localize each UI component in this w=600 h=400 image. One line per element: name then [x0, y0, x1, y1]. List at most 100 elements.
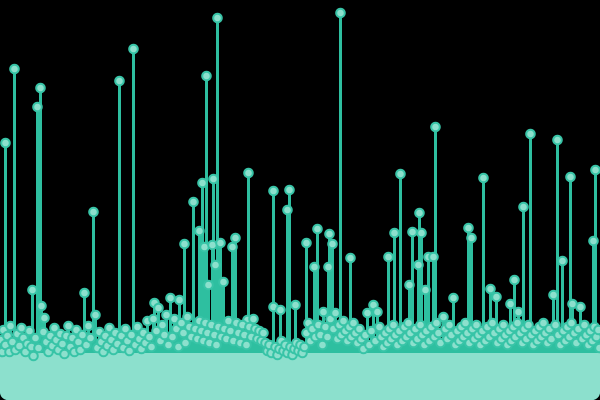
stem-marker — [165, 292, 176, 304]
stem-marker — [32, 101, 43, 113]
stem-marker — [389, 227, 400, 239]
stem-marker — [132, 321, 143, 333]
stem-marker — [317, 339, 328, 351]
stem-marker — [85, 332, 96, 344]
stem-marker — [404, 279, 415, 291]
stem-marker — [593, 324, 600, 336]
stem-marker — [438, 311, 449, 323]
stem-marker — [182, 311, 193, 323]
stem-marker — [9, 63, 20, 75]
stem-marker — [557, 255, 568, 267]
stem-marker — [167, 331, 178, 343]
stem-marker — [258, 327, 269, 339]
stem-marker — [430, 121, 441, 133]
stem-marker — [282, 204, 293, 216]
stem-marker — [126, 329, 137, 341]
stem-marker — [324, 228, 335, 240]
stem-marker — [39, 312, 50, 324]
stem-marker — [153, 302, 164, 314]
stem-marker — [144, 331, 155, 343]
stem-marker — [345, 252, 356, 264]
stem-marker — [28, 350, 39, 362]
stem-marker — [513, 306, 524, 318]
stem-marker — [36, 300, 47, 312]
stem-marker — [30, 332, 41, 344]
baseline-band — [0, 353, 600, 400]
stem-marker — [230, 232, 241, 244]
stem-marker — [414, 207, 425, 219]
stem-marker — [212, 12, 223, 24]
stem-marker — [416, 227, 427, 239]
stem-marker — [431, 317, 442, 329]
stem-marker — [243, 167, 254, 179]
stem-marker — [275, 304, 286, 316]
stem-marker — [550, 319, 561, 331]
stem-marker — [148, 313, 159, 325]
stem-marker — [498, 319, 509, 331]
stem-marker — [88, 206, 99, 218]
stem-marker — [565, 171, 576, 183]
stem-marker — [552, 134, 563, 146]
stem-marker — [128, 43, 139, 55]
stem-marker — [388, 319, 399, 331]
stem-marker — [248, 313, 259, 325]
stem-marker — [179, 238, 190, 250]
stem-marker — [594, 342, 600, 354]
stem-marker — [518, 201, 529, 213]
stem-marker — [268, 185, 279, 197]
stem-marker — [124, 345, 135, 357]
stem-marker — [318, 306, 329, 318]
stem-marker — [188, 196, 199, 208]
stem-marker — [299, 341, 310, 353]
stem-marker — [63, 320, 74, 332]
stem-marker — [0, 137, 11, 149]
stem-marker — [525, 128, 536, 140]
stem-marker — [24, 325, 35, 337]
stem-marker — [114, 75, 125, 87]
stem-marker — [415, 319, 426, 331]
stem-marker — [374, 321, 385, 333]
stem-marker — [548, 289, 559, 301]
stem-marker — [194, 225, 205, 237]
stem-marker — [5, 320, 16, 332]
stem-marker — [197, 177, 208, 189]
stem-marker — [227, 241, 238, 253]
stem-marker — [309, 261, 320, 273]
stem-marker — [176, 317, 187, 329]
stem-marker — [180, 337, 191, 349]
stem-marker — [211, 339, 222, 351]
stem-marker — [487, 317, 498, 329]
stem-marker — [471, 319, 482, 331]
stem-marker — [372, 306, 383, 318]
stem-marker — [579, 319, 590, 331]
stem-marker — [538, 317, 549, 329]
stem-marker — [312, 223, 323, 235]
stem-marker — [403, 317, 414, 329]
stem-marker — [178, 327, 189, 339]
stem-marker — [590, 164, 600, 176]
stem-marker — [413, 259, 424, 271]
stem-marker — [120, 323, 131, 335]
stem-marker — [362, 307, 373, 319]
stem-marker — [354, 323, 365, 335]
stem-marker — [157, 319, 168, 331]
stem-marker — [460, 317, 471, 329]
stem-marker — [338, 315, 349, 327]
stem-marker — [395, 168, 406, 180]
stem-marker — [27, 284, 38, 296]
stem-marker — [49, 322, 60, 334]
stem-marker — [146, 341, 157, 353]
stem-marker — [366, 325, 377, 337]
stem-marker — [161, 309, 172, 321]
stem-marker — [383, 251, 394, 263]
stem-marker — [210, 259, 221, 271]
stem-marker — [420, 284, 431, 296]
stem-marker — [444, 319, 455, 331]
stem-marker — [322, 331, 333, 343]
stem-marker — [588, 235, 599, 247]
stem-marker — [330, 307, 341, 319]
stem-marker — [428, 251, 439, 263]
stem-marker — [174, 294, 185, 306]
